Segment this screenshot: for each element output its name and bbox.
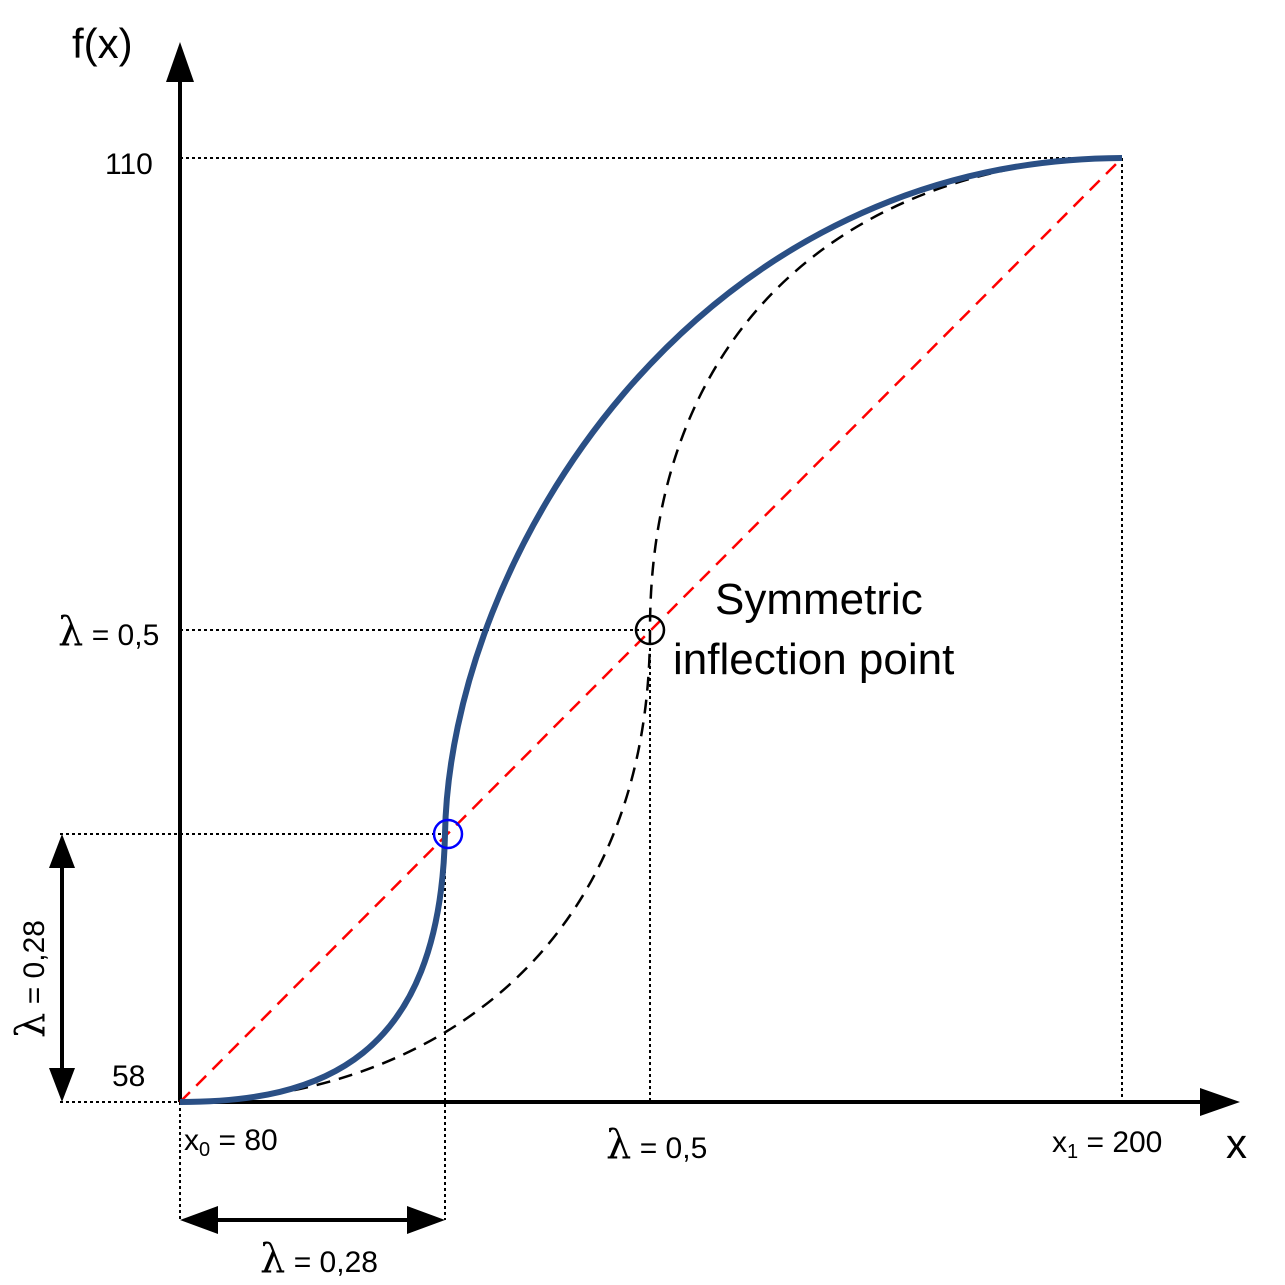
x1-label: x1 = 200 bbox=[1052, 1126, 1162, 1163]
linear-series-line bbox=[179, 157, 1123, 1103]
lambda-028-x-label: λ = 0,28 bbox=[260, 1236, 378, 1282]
x-axis-arrow-icon bbox=[1200, 1088, 1240, 1116]
y-axis-arrow-icon bbox=[166, 42, 194, 82]
y-bottom-value: 58 bbox=[112, 1060, 145, 1093]
arrow-down-icon bbox=[49, 1068, 75, 1102]
guide-lines bbox=[60, 157, 1123, 1220]
lambda-028-y-label: λ = 0,28 bbox=[8, 920, 54, 1038]
arrow-left-icon bbox=[180, 1206, 218, 1234]
curves bbox=[179, 155, 1123, 1105]
vertical-dimension-arrow bbox=[49, 834, 75, 1102]
annotation-line2: inflection point bbox=[673, 635, 954, 684]
symmetric-series-line bbox=[179, 156, 1123, 1104]
annotation-line1: Symmetric bbox=[715, 575, 923, 624]
arrow-right-icon bbox=[407, 1206, 445, 1234]
lambda-half-x-label: λ = 0,5 bbox=[606, 1122, 707, 1168]
arrow-up-icon bbox=[49, 834, 75, 868]
x0-label: x0 = 80 bbox=[184, 1124, 278, 1161]
lambda-half-y-label: λ = 0,5 bbox=[58, 609, 159, 655]
inflection-marker-half bbox=[634, 614, 666, 646]
y-top-value: 110 bbox=[105, 148, 153, 181]
x-axis-label: x bbox=[1226, 1120, 1247, 1167]
horizontal-dimension-arrow bbox=[180, 1206, 445, 1234]
inflection-marker-028 bbox=[432, 818, 464, 850]
y-axis-label: f(x) bbox=[72, 20, 133, 67]
asymmetric-series-line bbox=[179, 155, 1123, 1105]
axes bbox=[166, 42, 1240, 1116]
